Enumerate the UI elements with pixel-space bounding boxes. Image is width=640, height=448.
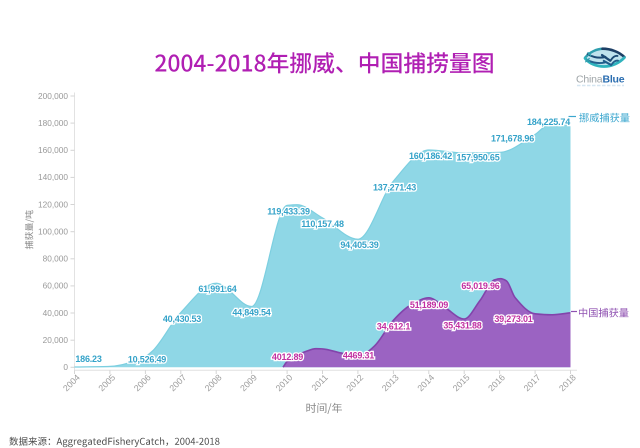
svg-text:137,271.43: 137,271.43 (373, 183, 416, 193)
svg-text:20,000: 20,000 (43, 335, 69, 345)
svg-text:110,157.48: 110,157.48 (301, 219, 344, 229)
svg-text:184,225.74: 184,225.74 (527, 117, 570, 127)
svg-text:10,526.49: 10,526.49 (128, 355, 166, 365)
svg-text:51,189.09: 51,189.09 (410, 300, 448, 310)
svg-text:61,991.64: 61,991.64 (198, 284, 236, 294)
svg-text:120,000: 120,000 (38, 199, 68, 209)
svg-text:0: 0 (63, 362, 68, 372)
svg-text:ChinaBlue: ChinaBlue (576, 74, 625, 86)
svg-text:157,950.65: 157,950.65 (456, 153, 499, 163)
svg-text:4012.89: 4012.89 (272, 352, 303, 362)
svg-text:200,000: 200,000 (38, 91, 68, 101)
svg-text:80,000: 80,000 (43, 254, 69, 264)
svg-text:94,405.39: 94,405.39 (340, 240, 378, 250)
svg-text:40,430.53: 40,430.53 (163, 314, 201, 324)
svg-text:186.23: 186.23 (75, 354, 102, 364)
svg-text:100,000: 100,000 (38, 227, 68, 237)
svg-text:140,000: 140,000 (38, 172, 68, 182)
svg-text:39,273.01: 39,273.01 (494, 314, 532, 324)
svg-text:160,186.42: 160,186.42 (409, 151, 452, 161)
svg-text:35,431.88: 35,431.88 (443, 321, 481, 331)
svg-text:44,849.54: 44,849.54 (232, 308, 270, 318)
svg-text:65,019.96: 65,019.96 (461, 281, 499, 291)
svg-text:34,612.1: 34,612.1 (377, 322, 411, 332)
svg-text:40,000: 40,000 (43, 308, 69, 318)
svg-text:171,678.96: 171,678.96 (491, 134, 534, 144)
svg-text:180,000: 180,000 (38, 118, 68, 128)
svg-text:160,000: 160,000 (38, 145, 68, 155)
svg-text:119,433.39: 119,433.39 (267, 207, 310, 217)
svg-text:4469.31: 4469.31 (343, 351, 374, 361)
svg-text:60,000: 60,000 (43, 281, 69, 291)
